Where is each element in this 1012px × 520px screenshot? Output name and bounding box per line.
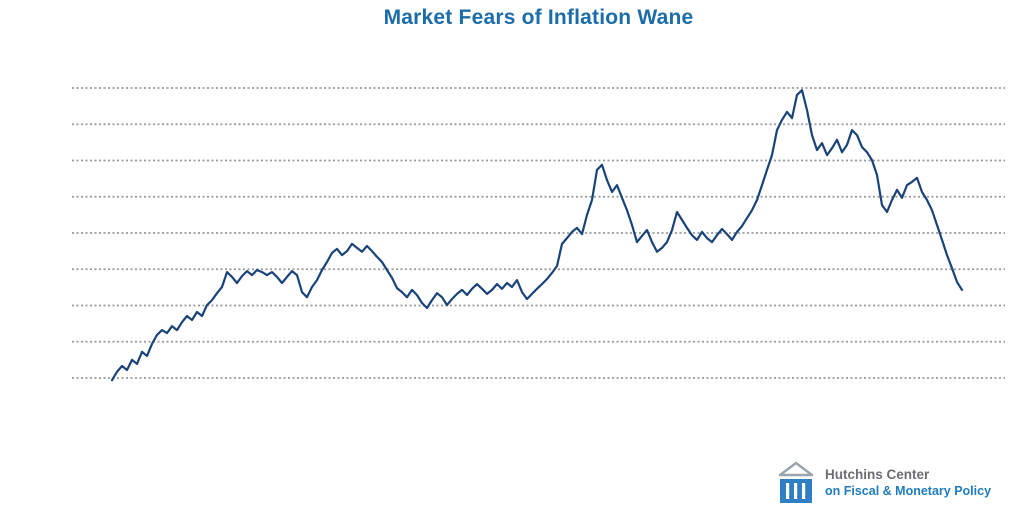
chart-title: Market Fears of Inflation Wane <box>383 6 694 29</box>
gridlines <box>72 87 1005 379</box>
hutchins-center-logo: Hutchins Center on Fiscal & Monetary Pol… <box>777 460 991 506</box>
logo-column-gap <box>786 483 790 499</box>
data-series-line <box>110 89 964 382</box>
hutchins-center-logo-icon <box>778 461 814 503</box>
logo-roof-shape <box>778 461 814 477</box>
logo-subtitle: on Fiscal & Monetary Policy <box>825 483 992 498</box>
logo-text-block: Hutchins Center on Fiscal & Monetary Pol… <box>825 467 991 500</box>
logo-column-gap <box>794 483 798 499</box>
logo-name: Hutchins Center <box>825 466 930 482</box>
logo-column-gap <box>802 483 806 499</box>
